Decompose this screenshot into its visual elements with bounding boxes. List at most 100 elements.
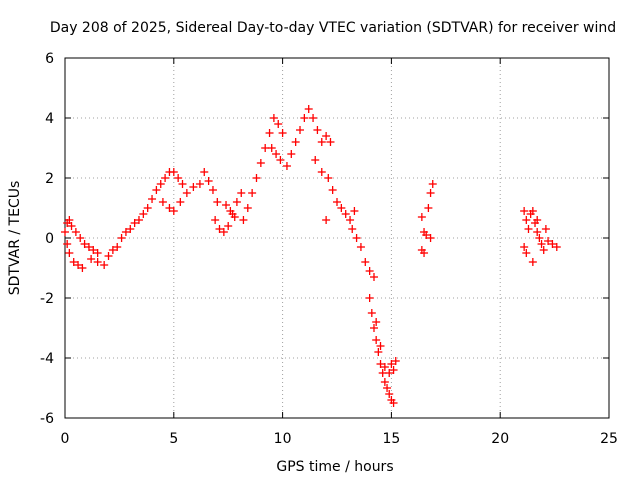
data-point: [134, 216, 143, 224]
x-tick-label: 20: [491, 431, 509, 447]
data-point: [391, 357, 400, 365]
data-point: [544, 237, 553, 245]
data-point: [537, 240, 546, 248]
y-tick-label: 0: [45, 231, 54, 247]
data-point: [539, 246, 548, 254]
data-point: [424, 204, 433, 212]
data-point: [417, 213, 426, 221]
data-point: [380, 378, 389, 386]
data-point: [372, 318, 381, 326]
data-point: [387, 360, 396, 368]
data-point: [533, 228, 542, 236]
data-point: [224, 222, 233, 230]
x-tick-labels: 0 5 10 15 20 25: [61, 431, 618, 447]
data-point: [248, 189, 257, 197]
data-point: [352, 234, 361, 242]
data-point: [311, 156, 320, 164]
data-point: [541, 225, 550, 233]
data-point: [65, 249, 74, 257]
data-point: [126, 225, 135, 233]
data-point: [383, 384, 392, 392]
data-point: [222, 201, 231, 209]
data-point: [282, 162, 291, 170]
data-point: [337, 204, 346, 212]
data-point: [322, 216, 331, 224]
data-point: [87, 255, 96, 263]
data-point: [169, 207, 178, 215]
data-point: [350, 207, 359, 215]
data-point: [276, 156, 285, 164]
x-tick-label: 5: [169, 431, 178, 447]
data-point: [385, 390, 394, 398]
data-point: [389, 366, 398, 374]
data-point: [76, 234, 85, 242]
data-point: [226, 207, 235, 215]
data-point: [67, 222, 76, 230]
data-point: [200, 168, 209, 176]
data-point: [326, 138, 335, 146]
chart-title: Day 208 of 2025, Sidereal Day-to-day VTE…: [50, 20, 616, 36]
x-axis-label: GPS time / hours: [276, 459, 393, 475]
data-point: [195, 180, 204, 188]
data-point: [322, 132, 331, 140]
data-point: [274, 120, 283, 128]
data-point: [426, 234, 435, 242]
data-point: [84, 243, 93, 251]
data-point: [182, 189, 191, 197]
data-point: [324, 174, 333, 182]
data-point: [161, 174, 170, 182]
data-point: [104, 252, 113, 260]
data-point: [143, 204, 152, 212]
data-point: [552, 243, 561, 251]
data-point: [372, 336, 381, 344]
data-point: [374, 348, 383, 356]
data-point: [369, 324, 378, 332]
data-point: [356, 243, 365, 251]
data-point: [176, 198, 185, 206]
data-point: [211, 216, 220, 224]
data-point: [204, 177, 213, 185]
data-point: [148, 195, 157, 203]
data-point: [89, 246, 98, 254]
data-point: [365, 267, 374, 275]
data-point: [428, 180, 437, 188]
data-point: [313, 126, 322, 134]
y-axis-label: SDTVAR / TECUs: [7, 181, 23, 296]
x-tick-label: 0: [61, 431, 70, 447]
data-point: [267, 144, 276, 152]
data-point: [130, 219, 139, 227]
data-point: [219, 228, 228, 236]
data-point: [361, 258, 370, 266]
data-point: [380, 363, 389, 371]
data-point: [426, 189, 435, 197]
data-point: [232, 198, 241, 206]
data-point: [528, 258, 537, 266]
y-tick-label: 2: [45, 171, 54, 187]
axis-ticks: [64, 57, 610, 419]
data-point: [309, 114, 318, 122]
data-point: [422, 231, 431, 239]
data-point: [420, 249, 429, 257]
data-point: [156, 180, 165, 188]
data-point: [278, 129, 287, 137]
data-point: [272, 150, 281, 158]
data-point: [152, 186, 161, 194]
data-point: [93, 249, 102, 257]
data-point: [243, 204, 252, 212]
y-tick-label: 4: [45, 111, 54, 127]
data-point: [169, 168, 178, 176]
data-point: [65, 216, 74, 224]
y-tick-label: -4: [40, 351, 54, 367]
data-point: [74, 261, 83, 269]
data-point: [389, 399, 398, 407]
data-point: [317, 168, 326, 176]
data-point: [522, 216, 531, 224]
data-point: [385, 369, 394, 377]
data-point: [215, 225, 224, 233]
data-point: [113, 243, 122, 251]
data-point: [317, 138, 326, 146]
data-point: [520, 243, 529, 251]
data-points: [61, 105, 561, 407]
data-point: [108, 246, 117, 254]
data-point: [78, 264, 87, 272]
